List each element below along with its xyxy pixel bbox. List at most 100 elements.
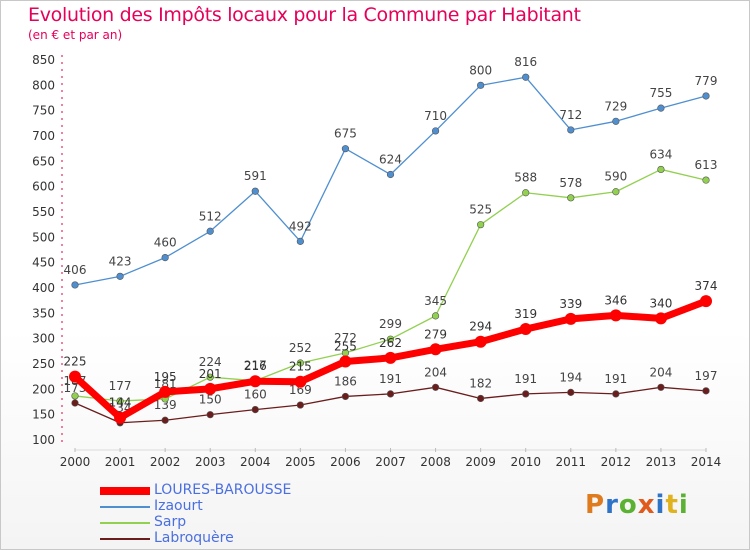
x-tick-label: 2002 (150, 455, 181, 469)
legend-swatch-loures-barousse (100, 487, 150, 495)
chart-title: Evolution des Impôts locaux pour la Comm… (28, 4, 581, 26)
data-point-izaourt (116, 272, 124, 280)
data-point-izaourt (341, 145, 350, 153)
logo-letter: o (618, 490, 638, 520)
y-tick-label: 650 (32, 154, 55, 168)
data-label-labroqu-re: 160 (244, 388, 267, 402)
data-point-sarp (567, 194, 575, 202)
data-label-loures-barousse: 319 (514, 307, 537, 321)
data-label-sarp: 634 (649, 147, 672, 161)
data-label-loures-barousse: 215 (289, 360, 312, 374)
data-label-labroqu-re: 204 (424, 365, 447, 379)
data-point-sarp (71, 392, 79, 400)
data-label-sarp: 224 (199, 355, 222, 369)
data-label-sarp: 590 (604, 170, 627, 184)
data-label-loures-barousse: 279 (424, 327, 447, 341)
data-label-izaourt: 492 (289, 219, 312, 233)
data-point-labroqu-re (657, 383, 665, 391)
data-label-labroqu-re: 169 (289, 383, 312, 397)
data-point-sarp (702, 176, 710, 184)
data-point-izaourt (296, 237, 304, 245)
data-point-loures-barousse (249, 375, 262, 388)
x-tick-label: 2011 (556, 455, 587, 469)
legend-swatch-labroquere (100, 538, 150, 540)
data-point-izaourt (702, 92, 710, 100)
data-label-izaourt: 624 (379, 153, 402, 167)
data-point-izaourt (657, 104, 665, 112)
data-point-loures-barousse (474, 335, 487, 348)
data-point-labroqu-re (161, 416, 169, 424)
data-label-loures-barousse: 374 (695, 279, 718, 293)
data-point-sarp (386, 335, 395, 343)
y-tick-label: 150 (32, 408, 55, 422)
data-label-loures-barousse: 216 (244, 359, 267, 373)
logo-letter: x (637, 490, 656, 520)
data-point-izaourt (71, 281, 79, 289)
data-label-sarp: 299 (379, 317, 402, 331)
y-tick-label: 300 (32, 332, 55, 346)
data-label-labroqu-re: 197 (695, 369, 718, 383)
data-label-izaourt: 591 (244, 169, 267, 183)
x-tick-label: 2014 (691, 455, 722, 469)
y-tick-label: 700 (32, 129, 55, 143)
x-tick-label: 2003 (195, 455, 226, 469)
data-label-izaourt: 460 (154, 236, 177, 250)
x-tick-label: 2010 (510, 455, 541, 469)
data-label-sarp: 272 (334, 331, 357, 345)
data-label-izaourt: 423 (109, 254, 132, 268)
data-point-loures-barousse (159, 385, 172, 398)
y-tick-label: 200 (32, 382, 55, 396)
data-label-sarp: 252 (289, 341, 312, 355)
data-point-loures-barousse (384, 351, 397, 364)
data-point-sarp (296, 359, 304, 367)
data-label-izaourt: 816 (514, 55, 537, 69)
legend-label: Izaourt (154, 498, 203, 514)
data-point-labroqu-re (386, 390, 395, 398)
data-label-loures-barousse: 255 (334, 339, 357, 353)
data-point-izaourt (477, 81, 485, 89)
data-point-sarp (612, 188, 620, 196)
data-label-loures-barousse: 262 (379, 336, 402, 350)
data-label-izaourt: 755 (649, 86, 672, 100)
y-tick-label: 850 (32, 53, 55, 67)
y-tick-label: 550 (32, 205, 55, 219)
data-point-loures-barousse (69, 370, 81, 383)
y-tick-label: 800 (32, 78, 55, 92)
x-tick-label: 2001 (105, 455, 136, 469)
data-point-izaourt (431, 127, 440, 135)
x-tick-label: 2008 (420, 455, 451, 469)
data-point-sarp (477, 221, 485, 229)
logo-letter: i (655, 490, 666, 520)
y-tick-label: 400 (32, 281, 55, 295)
x-tick-label: 2009 (465, 455, 496, 469)
data-point-sarp (657, 165, 665, 174)
data-label-sarp: 217 (244, 359, 267, 373)
legend-label: Labroquère (154, 530, 234, 546)
data-point-loures-barousse (429, 343, 442, 356)
data-point-sarp (431, 312, 440, 320)
y-tick-label: 350 (32, 306, 55, 320)
y-tick-label: 500 (32, 230, 55, 244)
data-point-izaourt (612, 117, 620, 125)
x-tick-label: 2000 (60, 455, 91, 469)
x-tick-label: 2007 (375, 455, 406, 469)
proxiti-logo: Proxiti (585, 490, 689, 520)
data-label-izaourt: 800 (469, 63, 492, 77)
data-point-loures-barousse (204, 382, 217, 395)
data-point-loures-barousse (294, 375, 307, 388)
data-point-loures-barousse (339, 355, 352, 368)
data-label-izaourt: 710 (424, 109, 447, 123)
data-label-loures-barousse: 201 (199, 367, 222, 381)
data-point-labroqu-re (477, 394, 485, 403)
data-point-sarp (522, 189, 530, 197)
data-label-loures-barousse: 339 (559, 297, 582, 311)
data-label-sarp: 578 (559, 176, 582, 190)
data-point-izaourt (567, 126, 575, 134)
data-label-loures-barousse: 346 (604, 293, 627, 307)
legend-swatch-sarp (100, 522, 150, 524)
logo-letter: P (585, 490, 606, 520)
data-point-labroqu-re (522, 390, 530, 398)
x-tick-label: 2004 (240, 455, 271, 469)
logo-letter: t (665, 490, 679, 520)
